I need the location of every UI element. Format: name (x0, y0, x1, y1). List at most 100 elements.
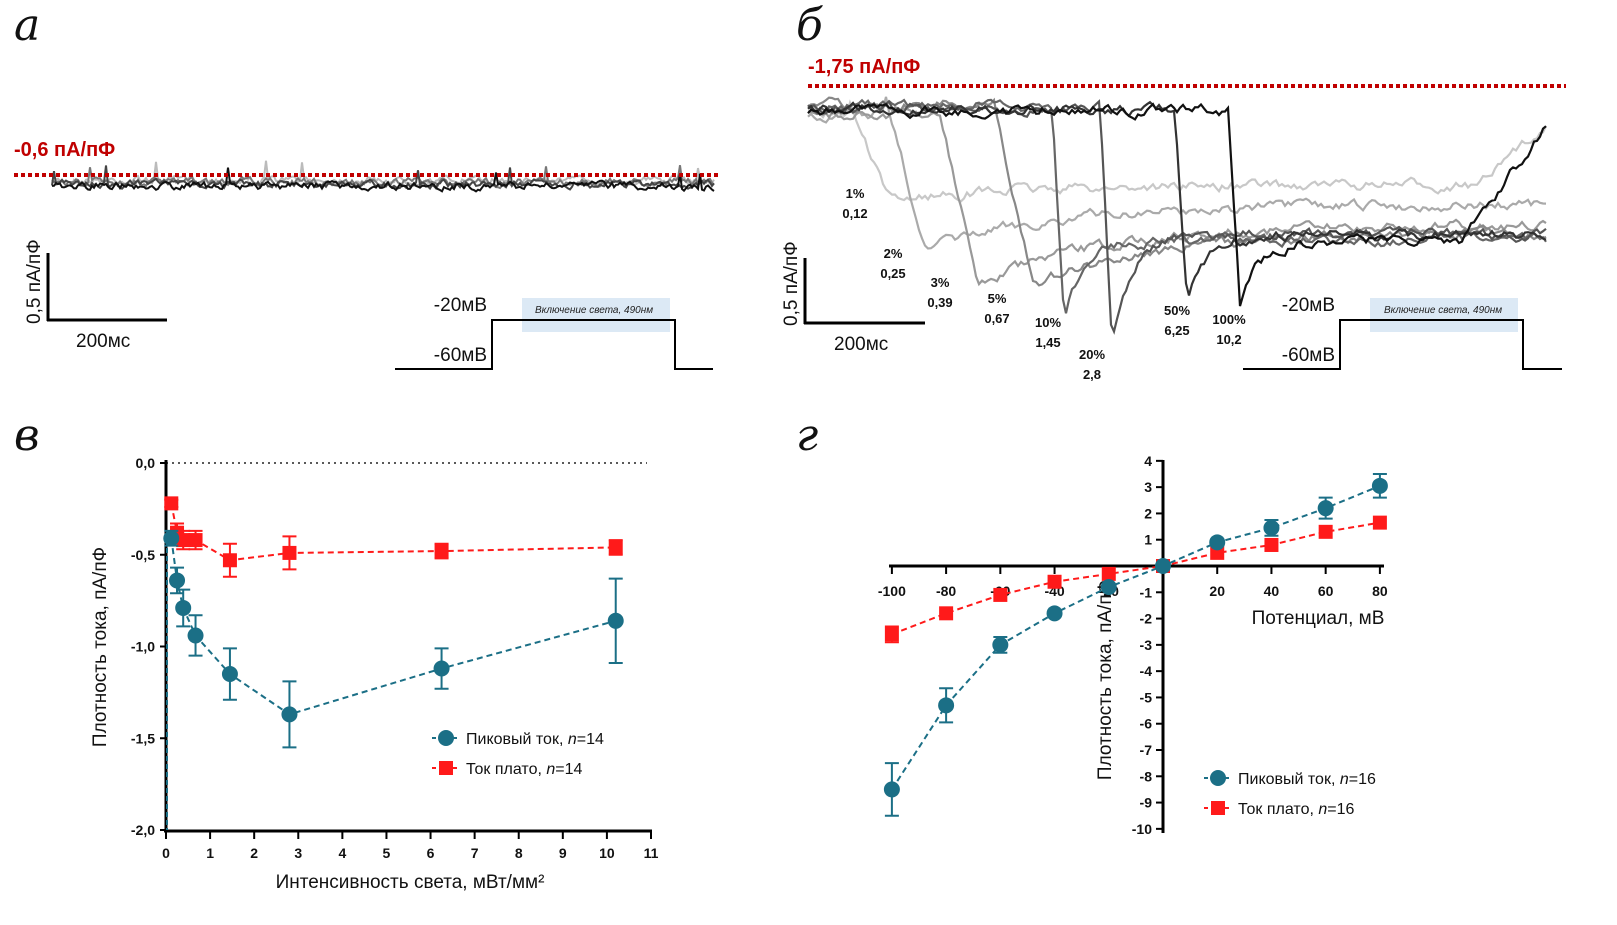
data-point (1155, 558, 1171, 574)
y-tick-label: 4 (1144, 453, 1152, 469)
legend-entry: Пиковый ток, n=14 (466, 731, 604, 748)
y-tick-label: -10 (1132, 821, 1152, 837)
trace-b (807, 99, 1547, 203)
x-tick-label: 9 (559, 845, 567, 861)
data-point (1101, 566, 1116, 581)
x-tick-label: 4 (338, 845, 346, 861)
series-line (891, 484, 1381, 790)
chart-iv: -100-80-60-40-20204060804321-1-2-3-4-5-6… (878, 453, 1388, 837)
data-point (188, 533, 203, 548)
traces-a (51, 160, 715, 193)
y-tick-label: -7 (1140, 742, 1153, 758)
data-point (993, 587, 1008, 602)
y-tick-label: -6 (1140, 716, 1153, 732)
y-tick-label: 3 (1144, 479, 1152, 495)
legend-entry: Ток плато, n=14 (466, 761, 583, 778)
data-point (176, 533, 191, 548)
data-point (281, 706, 298, 723)
data-point (221, 666, 238, 683)
protocol-b (1243, 319, 1562, 370)
y-axis-label: Плотность тока, пА/пФ (1095, 580, 1116, 780)
legend-entry: Ток плато, n=16 (1238, 801, 1355, 818)
data-point (1209, 534, 1226, 551)
data-point (433, 660, 450, 677)
trace-percent-label: 100% (1212, 312, 1246, 327)
protocol-high-b: -20мВ (1282, 295, 1335, 316)
series-line (891, 521, 1381, 636)
x-tick-label: 40 (1264, 583, 1280, 599)
x-tick-label: 10 (599, 845, 615, 861)
data-point (1100, 579, 1117, 596)
trace-percent-label: 5% (988, 291, 1007, 306)
y-tick-label: 0,0 (136, 455, 156, 471)
trace-intensity-label: 0,39 (927, 295, 952, 310)
y-tick-label: 1 (1144, 532, 1152, 548)
protocol-low-b: -60мВ (1282, 345, 1335, 366)
legend-entry: Пиковый ток, n=16 (1238, 771, 1376, 788)
panel-label-a: а (14, 0, 40, 51)
y-tick-label: -5 (1140, 689, 1153, 705)
trace-intensity-label: 0,12 (842, 206, 867, 221)
y-tick-label: -0,5 (131, 547, 155, 563)
x-tick-label: 7 (471, 845, 479, 861)
light-box-b (1370, 298, 1518, 332)
data-point (939, 606, 954, 621)
y-tick-label: -1 (1140, 584, 1153, 600)
data-point (1263, 519, 1280, 536)
data-point (222, 553, 237, 568)
x-tick-label: 60 (1318, 583, 1334, 599)
x-tick-label: 3 (294, 845, 302, 861)
data-point (1210, 770, 1226, 786)
data-point (1264, 537, 1279, 552)
y-tick-label: -3 (1140, 637, 1153, 653)
x-axis-label: Потенциал, мВ (1252, 608, 1385, 629)
data-point (187, 627, 204, 644)
x-tick-label: 20 (1209, 583, 1225, 599)
x-tick-label: -80 (936, 583, 956, 599)
data-point (883, 781, 900, 798)
y-tick-label: -4 (1140, 663, 1153, 679)
series-line (170, 538, 616, 716)
panel-b: -1,75 пА/пФ 1%0,122%0,253%0,39 5%0,67 10%1… (781, 56, 1566, 382)
trace-b (807, 102, 1547, 307)
series-line (170, 503, 616, 562)
panel-label-d: г (796, 410, 818, 461)
level-label-b: -1,75 пА/пФ (808, 56, 920, 78)
data-point (282, 545, 297, 560)
scale-label-y-b: 0,5 пА/пФ (781, 241, 802, 326)
data-point (439, 761, 453, 775)
protocol-a (395, 319, 713, 370)
x-tick-label: 2 (250, 845, 258, 861)
trace-percent-label: 3% (931, 275, 950, 290)
trace-a (51, 165, 715, 191)
data-point (1317, 500, 1334, 517)
data-point (164, 496, 179, 511)
y-tick-label: -2,0 (131, 822, 155, 838)
data-point (1046, 605, 1063, 622)
light-label-b: Включение света, 490нм (1384, 305, 1502, 316)
trace-intensity-label: 6,25 (1164, 323, 1189, 338)
scale-label-x-a: 200мс (76, 331, 130, 352)
scale-label-x-b: 200мс (834, 334, 888, 355)
trace-percent-label: 50% (1164, 303, 1190, 318)
panel-label-b: б (796, 0, 823, 51)
y-tick-label: -1,0 (131, 639, 155, 655)
y-tick-label: -1,5 (131, 730, 155, 746)
x-tick-label: 11 (644, 845, 659, 861)
panel-a: -0,6 пА/пФ 0,5 пА/пФ 200мс Включение све… (14, 139, 720, 370)
y-tick-label: -9 (1140, 795, 1153, 811)
x-tick-label: -100 (878, 583, 906, 599)
x-axis-label: Интенсивность света, мВт/мм² (276, 872, 545, 893)
data-point (438, 730, 454, 746)
x-tick-label: 1 (206, 845, 214, 861)
trace-b (807, 96, 1547, 250)
data-point (163, 530, 180, 547)
light-label-a: Включение света, 490нм (535, 305, 653, 316)
data-point (175, 599, 192, 616)
data-point (938, 697, 955, 714)
y-tick-label: 2 (1144, 505, 1152, 521)
x-tick-label: 5 (383, 845, 391, 861)
scale-label-y-a: 0,5 пА/пФ (24, 239, 45, 324)
level-label-a: -0,6 пА/пФ (14, 139, 115, 161)
